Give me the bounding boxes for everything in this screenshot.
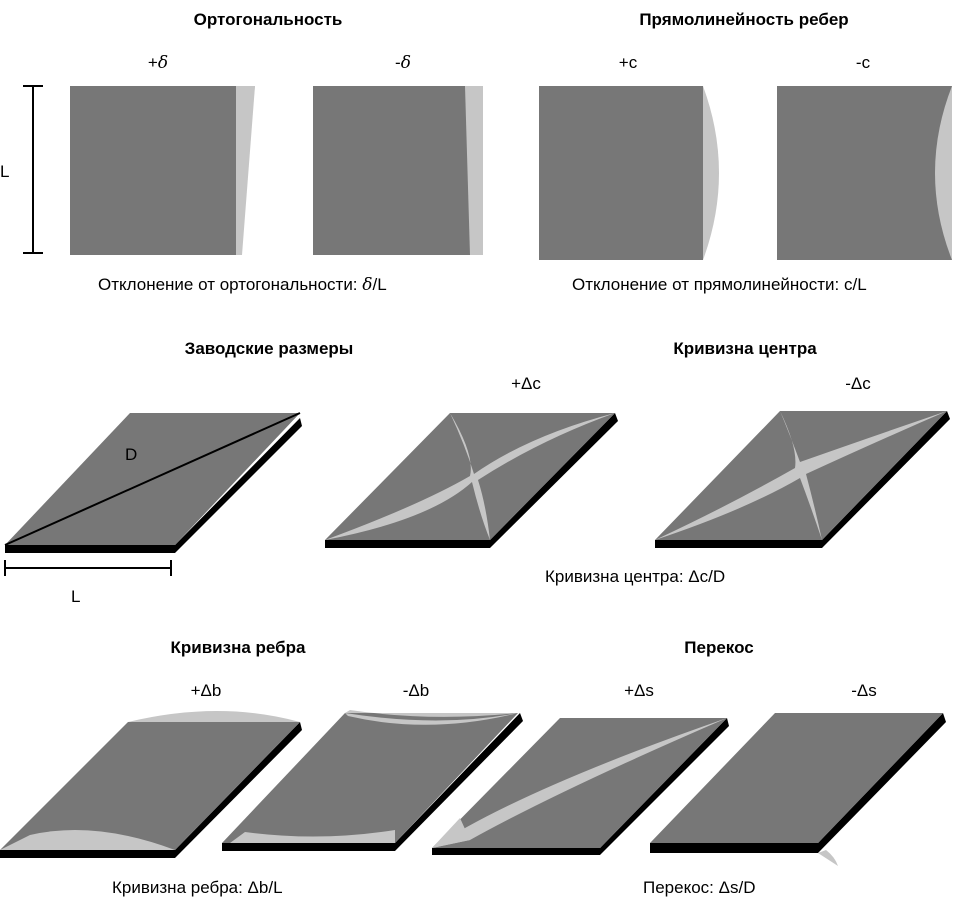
orthogonality-title: Ортогональность — [194, 10, 343, 29]
center-curvature-plus-label: +Δc — [511, 374, 541, 393]
straightness-plus-tile — [539, 86, 719, 260]
skew-caption: Перекос: Δs/D — [643, 878, 755, 897]
straightness-plus-label: +c — [619, 53, 638, 72]
edge-straightness-title: Прямолинейность ребер — [639, 10, 848, 29]
edge-curvature-caption: Кривизна ребра: Δb/L — [112, 878, 283, 897]
center-curvature-minus-tile — [655, 411, 950, 548]
straightness-minus-tile — [777, 86, 952, 260]
side-label: L — [71, 587, 80, 606]
edge-curvature-plus-label: +Δb — [191, 681, 222, 700]
diagonal-label: D — [125, 445, 137, 464]
edge-curvature-minus-tile — [222, 710, 523, 851]
center-curvature-title: Кривизна центра — [673, 339, 817, 358]
edge-curvature-plus-tile — [0, 711, 302, 858]
skew-minus-label: -Δs — [851, 681, 877, 700]
edge-curvature-minus-label: -Δb — [403, 681, 429, 700]
orthogonality-minus-tile — [313, 86, 483, 255]
straightness-caption: Отклонение от прямолинейности: c/L — [572, 275, 867, 294]
edge-curvature-title: Кривизна ребра — [171, 638, 307, 657]
factory-size-title: Заводские размеры — [185, 339, 354, 358]
skew-minus-tile — [650, 713, 946, 866]
skew-plus-tile — [432, 718, 729, 855]
center-curvature-caption: Кривизна центра: Δc/D — [545, 567, 725, 586]
skew-title: Перекос — [684, 638, 753, 657]
straightness-minus-label: -c — [856, 53, 871, 72]
center-curvature-plus-tile — [325, 413, 618, 548]
orthogonality-minus-label: -δ — [395, 53, 411, 73]
height-dimension-marker — [23, 85, 43, 254]
side-dimension-marker — [4, 560, 172, 576]
orthogonality-caption: Отклонение от ортогональности: δ/L — [98, 275, 387, 295]
skew-plus-label: +Δs — [624, 681, 654, 700]
height-dimension-label: L — [0, 162, 9, 181]
factory-size-tile — [4, 412, 302, 553]
orthogonality-plus-label: +δ — [148, 53, 168, 73]
center-curvature-minus-label: -Δc — [845, 374, 871, 393]
orthogonality-plus-tile — [70, 86, 255, 255]
